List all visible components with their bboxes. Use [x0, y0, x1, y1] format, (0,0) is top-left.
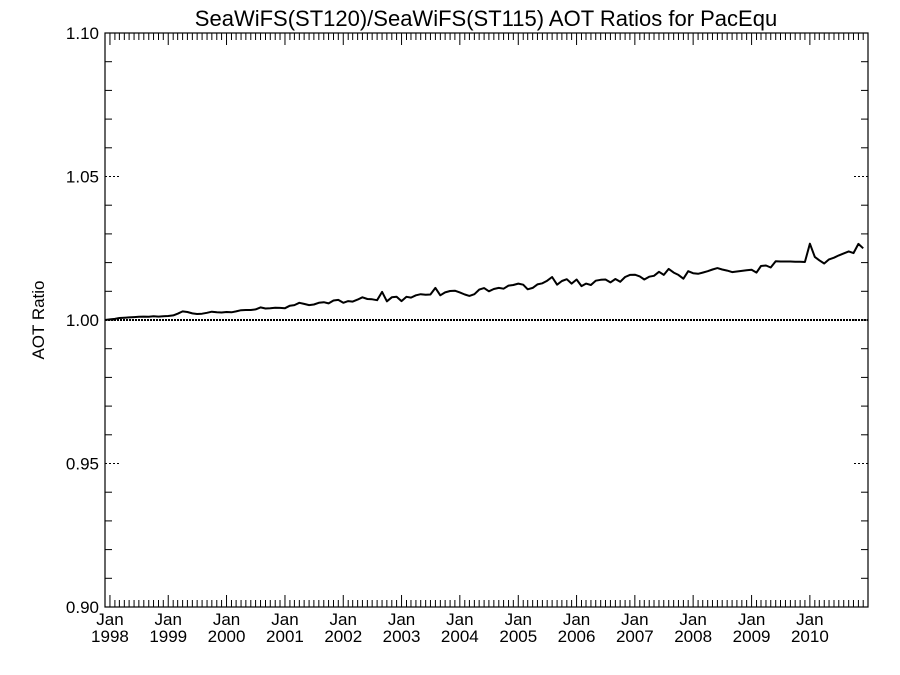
- x-tick-label-year: 2003: [383, 627, 421, 646]
- y-tick-label: 0.90: [66, 598, 99, 617]
- y-axis-label: AOT Ratio: [29, 280, 48, 359]
- x-tick-label-month: Jan: [738, 610, 765, 629]
- y-tick-label: 1.10: [66, 24, 99, 43]
- x-tick-label-year: 2008: [674, 627, 712, 646]
- x-tick-label-year: 1999: [149, 627, 187, 646]
- x-tick-label-month: Jan: [563, 610, 590, 629]
- x-tick-label-month: Jan: [796, 610, 823, 629]
- series-line: [104, 242, 864, 321]
- x-tick-label-month: Jan: [155, 610, 182, 629]
- series-group: [104, 242, 864, 321]
- x-tick-label-year: 2004: [441, 627, 479, 646]
- x-tick-label-month: Jan: [388, 610, 415, 629]
- x-tick-label-month: Jan: [446, 610, 473, 629]
- x-tick-label-month: Jan: [330, 610, 357, 629]
- y-tick-label: 0.95: [66, 455, 99, 474]
- axis-ticks: [105, 32, 868, 608]
- y-tick-label: 1.05: [66, 168, 99, 187]
- x-tick-label-year: 2007: [616, 627, 654, 646]
- x-tick-label-month: Jan: [505, 610, 532, 629]
- x-tick-label-year: 2002: [324, 627, 362, 646]
- x-tick-label-month: Jan: [621, 610, 648, 629]
- x-tick-label-month: Jan: [271, 610, 298, 629]
- tick-labels: 0.900.951.001.051.10Jan1998Jan1999Jan200…: [66, 24, 829, 646]
- x-tick-label-month: Jan: [213, 610, 240, 629]
- plot-area: [104, 32, 869, 608]
- x-tick-label-year: 2005: [499, 627, 537, 646]
- x-tick-label-year: 2001: [266, 627, 304, 646]
- chart-title: SeaWiFS(ST120)/SeaWiFS(ST115) AOT Ratios…: [195, 6, 777, 31]
- x-tick-label-year: 2010: [791, 627, 829, 646]
- x-tick-label-month: Jan: [96, 610, 123, 629]
- x-tick-label-month: Jan: [679, 610, 706, 629]
- x-tick-label-year: 1998: [91, 627, 129, 646]
- x-tick-label-year: 2006: [558, 627, 596, 646]
- x-tick-label-year: 2009: [733, 627, 771, 646]
- x-tick-label-year: 2000: [208, 627, 246, 646]
- y-tick-label: 1.00: [66, 311, 99, 330]
